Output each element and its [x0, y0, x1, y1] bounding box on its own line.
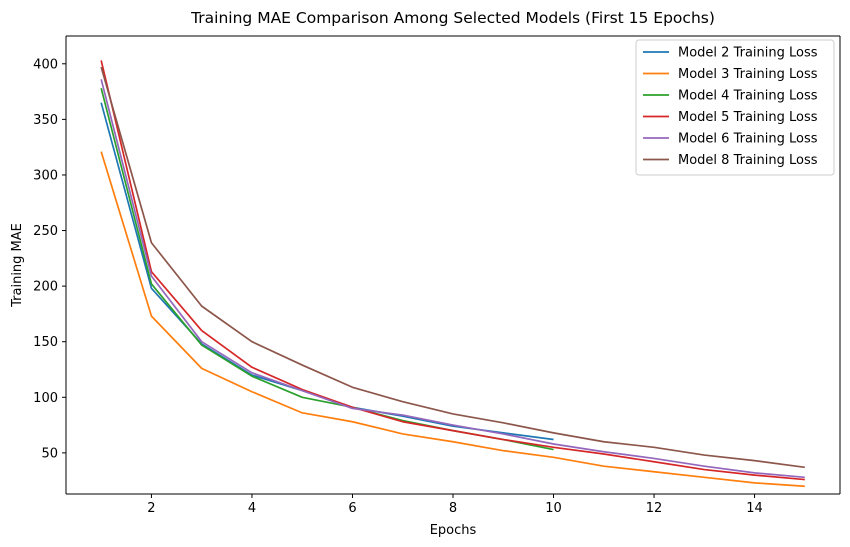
x-tick-label: 10 — [545, 501, 562, 516]
x-axis-ticks: 2 4 6 8 10 12 14 — [147, 494, 763, 516]
legend-label: Model 8 Training Loss — [678, 153, 818, 168]
legend-label: Model 6 Training Loss — [678, 132, 818, 147]
x-tick-label: 2 — [147, 501, 155, 516]
series-group — [100, 60, 805, 488]
x-tick-label: 14 — [746, 501, 763, 516]
legend: Model 2 Training Loss Model 3 Training Lo… — [635, 39, 835, 176]
y-tick-label: 50 — [41, 446, 58, 461]
legend-box — [635, 39, 835, 176]
series-line-5 — [100, 79, 805, 479]
series-line-4 — [100, 60, 805, 481]
legend-label: Model 3 Training Loss — [678, 67, 818, 82]
y-axis-ticks: 50 100 150 200 250 300 350 400 — [33, 57, 66, 461]
legend-label: Model 4 Training Loss — [678, 89, 818, 104]
plot-frame — [65, 35, 841, 495]
x-tick-label: 6 — [348, 501, 356, 516]
chart-title: Training MAE Comparison Among Selected M… — [190, 9, 715, 27]
y-tick-label: 100 — [33, 391, 58, 406]
series-line-6 — [100, 66, 805, 469]
x-axis-label: Epochs — [430, 523, 477, 538]
series-line-2 — [100, 151, 805, 488]
y-tick-label: 400 — [33, 57, 58, 72]
y-tick-label: 250 — [33, 224, 58, 239]
legend-label: Model 5 Training Loss — [678, 110, 818, 125]
y-tick-label: 200 — [33, 280, 58, 295]
legend-label: Model 2 Training Loss — [678, 46, 818, 61]
x-tick-label: 8 — [449, 501, 457, 516]
y-axis-label: Training MAE — [10, 223, 25, 308]
x-tick-label: 12 — [646, 501, 663, 516]
x-tick-label: 4 — [248, 501, 256, 516]
y-tick-label: 350 — [33, 113, 58, 128]
y-tick-label: 300 — [33, 168, 58, 183]
y-tick-label: 150 — [33, 335, 58, 350]
